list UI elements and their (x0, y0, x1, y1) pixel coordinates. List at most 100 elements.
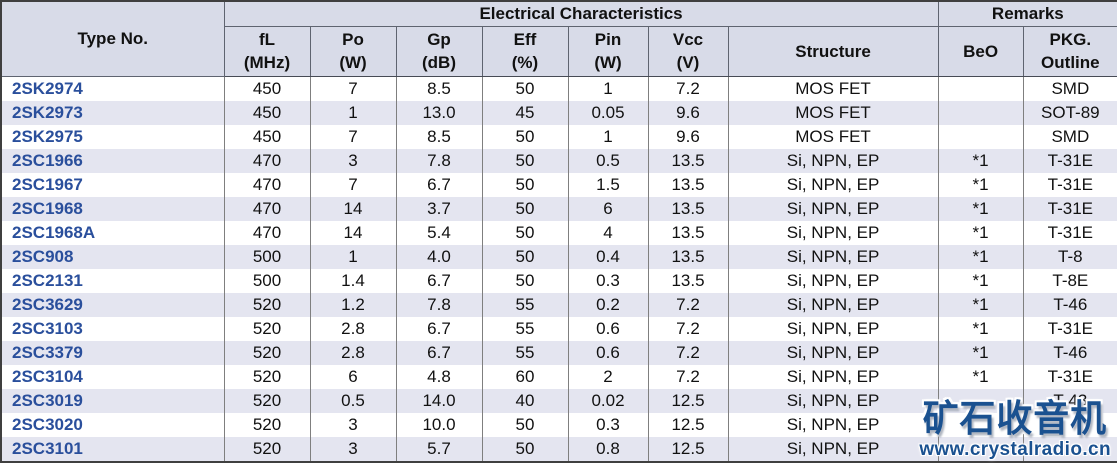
cell-pkg: T-46 (1022, 340, 1117, 365)
cell-po: 3 (309, 412, 396, 437)
cell-fl: 470 (223, 196, 310, 221)
cell-po: 6 (309, 364, 396, 389)
cell-pin: 4 (567, 220, 648, 245)
cell-po: 3 (309, 148, 396, 173)
cell-fl: 520 (223, 340, 310, 365)
cell-fl: 520 (223, 316, 310, 341)
cell-eff: 50 (481, 412, 568, 437)
cell-vcc: 12.5 (647, 388, 728, 413)
cell-structure: Si, NPN, EP (727, 220, 939, 245)
col-unit: (dB) (422, 53, 456, 72)
cell-vcc: 7.2 (647, 292, 728, 317)
cell-po: 1.2 (309, 292, 396, 317)
cell-vcc: 7.2 (647, 340, 728, 365)
cell-po: 0.5 (309, 388, 396, 413)
col-label: fL (258, 30, 276, 49)
cell-beo: *1 (937, 268, 1024, 293)
cell-pin: 0.8 (567, 436, 648, 462)
cell-fl: 470 (223, 220, 310, 245)
col-label: Pin (594, 30, 622, 49)
cell-pin: 0.4 (567, 244, 648, 269)
cell-eff: 50 (481, 124, 568, 149)
cell-gp: 6.7 (395, 316, 482, 341)
cell-vcc: 13.5 (647, 220, 728, 245)
cell-po: 7 (309, 76, 396, 101)
cell-type-no: 2SC3020 (12, 414, 83, 434)
cell-beo: *1 (937, 148, 1024, 173)
col-header-fl: fL (MHz) (223, 25, 311, 77)
cell-eff: 50 (481, 172, 568, 197)
cell-structure: Si, NPN, EP (727, 364, 939, 389)
cell-gp: 7.8 (395, 292, 482, 317)
cell-pkg: T-31E (1022, 220, 1117, 245)
cell-fl: 500 (223, 244, 310, 269)
table-row: 2SK2973 450 1 13.0 45 0.05 9.6 MOS FET SOT-89 (1, 100, 1117, 125)
cell-eff: 50 (481, 76, 568, 101)
cell-eff: 40 (481, 388, 568, 413)
cell-pin: 1 (567, 124, 648, 149)
cell-structure: Si, NPN, EP (727, 436, 939, 462)
cell-structure: MOS FET (727, 124, 939, 149)
cell-fl: 470 (223, 172, 310, 197)
cell-eff: 55 (481, 292, 568, 317)
table-row: 2SC3629 520 1.2 7.8 55 0.2 7.2 Si, NPN, EP *1 T-4… (1, 292, 1117, 317)
cell-po: 1.4 (309, 268, 396, 293)
table-row: 2SC1967 470 7 6.7 50 1.5 13.5 Si, NPN, EP *1 T-31… (1, 172, 1117, 197)
table-row: 2SC3379 520 2.8 6.7 55 0.6 7.2 Si, NPN, EP *1 T-4… (1, 340, 1117, 365)
cell-beo: *1 (937, 316, 1024, 341)
header-unit-row: fL (MHz) Po (W) Gp (dB) Eff (%) Pin (W) … (1, 25, 1117, 77)
cell-gp: 14.0 (395, 388, 482, 413)
col-unit: (W) (594, 53, 622, 72)
cell-gp: 4.0 (395, 244, 482, 269)
col-label: BeO (963, 41, 999, 61)
cell-pin: 0.2 (567, 292, 648, 317)
cell-eff: 50 (481, 268, 568, 293)
col-group-electrical-characteristics: Electrical Characteristics (223, 0, 939, 27)
col-unit: (MHz) (243, 53, 291, 72)
cell-pkg: SOT-89 (1022, 100, 1117, 125)
cell-vcc: 13.5 (647, 148, 728, 173)
cell-eff: 50 (481, 220, 568, 245)
cell-gp: 8.5 (395, 76, 482, 101)
cell-pin: 0.6 (567, 340, 648, 365)
col-header-type-no: Type No. (0, 0, 225, 77)
cell-fl: 470 (223, 148, 310, 173)
table-row: 2SC2131 500 1.4 6.7 50 0.3 13.5 Si, NPN, EP *1 T-… (1, 268, 1117, 293)
cell-pin: 0.05 (567, 100, 648, 125)
cell-vcc: 7.2 (647, 316, 728, 341)
cell-eff: 60 (481, 364, 568, 389)
cell-structure: Si, NPN, EP (727, 316, 939, 341)
cell-pkg: SMD (1022, 124, 1117, 149)
col-header-pkg-outline: PKG. Outline (1022, 25, 1117, 77)
col-label: PKG. (1049, 30, 1092, 49)
table-row: 2SK2974 450 7 8.5 50 1 7.2 MOS FET SMD (1, 76, 1117, 101)
cell-structure: Si, NPN, EP (727, 412, 939, 437)
col-header-po: Po (W) (309, 25, 397, 77)
cell-pkg: T-31E (1022, 196, 1117, 221)
cell-beo: *1 (937, 172, 1024, 197)
col-unit: (W) (339, 53, 367, 72)
cell-pkg: T-46 (1022, 292, 1117, 317)
cell-pkg: T-8 (1022, 244, 1117, 269)
col-unit: Outline (1041, 53, 1100, 72)
cell-pin: 0.6 (567, 316, 648, 341)
col-header-pin: Pin (W) (567, 25, 649, 77)
col-header-structure: Structure (727, 25, 939, 77)
cell-type-no: 2SC908 (12, 246, 74, 266)
cell-pin: 0.3 (567, 412, 648, 437)
cell-structure: Si, NPN, EP (727, 388, 939, 413)
cell-fl: 520 (223, 436, 310, 462)
table-row: 2SC3104 520 6 4.8 60 2 7.2 Si, NPN, EP *1 T-31E (1, 364, 1117, 389)
col-label: Gp (427, 30, 451, 49)
col-header-gp: Gp (dB) (395, 25, 483, 77)
cell-pin: 1 (567, 76, 648, 101)
header-group-row: Type No. Electrical Characteristics Rema… (0, 0, 1117, 77)
cell-pkg: T-43 (1022, 388, 1117, 413)
col-label: Po (342, 30, 364, 49)
cell-pin: 0.5 (567, 148, 648, 173)
cell-fl: 520 (223, 364, 310, 389)
cell-po: 1 (309, 100, 396, 125)
cell-gp: 7.8 (395, 148, 482, 173)
cell-vcc: 9.6 (647, 124, 728, 149)
